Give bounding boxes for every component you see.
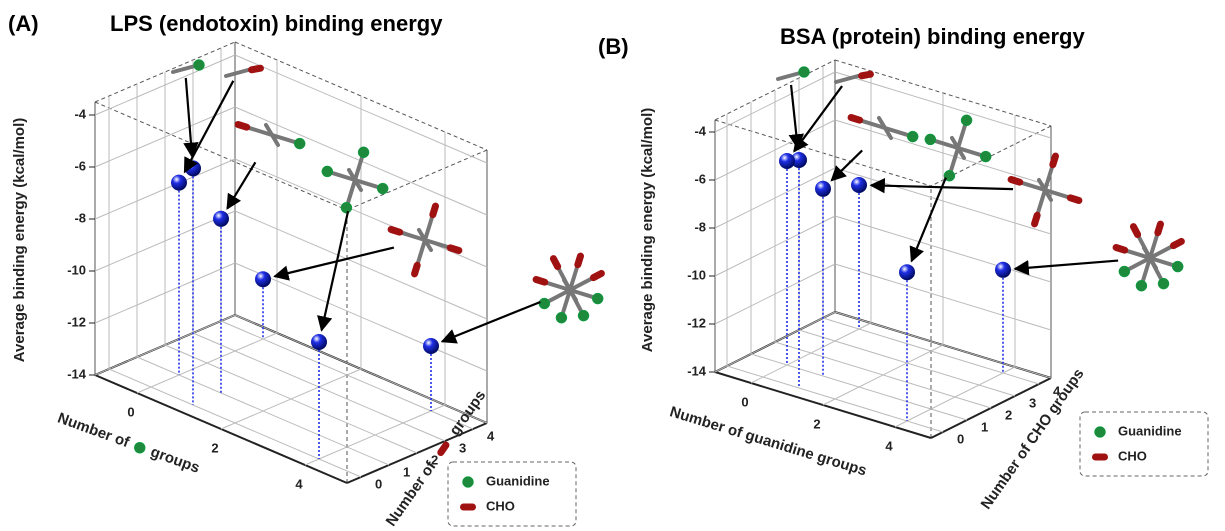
legend-label: Guanidine bbox=[486, 473, 550, 488]
molecule-icon bbox=[234, 121, 306, 150]
molecule-icon bbox=[834, 70, 874, 84]
molecule-icon bbox=[1112, 220, 1185, 292]
y-tick-label: 2 bbox=[1005, 407, 1012, 422]
x-label-text: Number of bbox=[55, 410, 132, 452]
arrow bbox=[869, 177, 1014, 194]
molecule-icon bbox=[171, 59, 205, 74]
legend-swatch bbox=[460, 503, 476, 511]
grid-line bbox=[822, 317, 1040, 385]
chart-title: LPS (endotoxin) binding energy bbox=[110, 11, 443, 36]
legend-label: Guanidine bbox=[1118, 423, 1182, 438]
box-edge bbox=[714, 59, 836, 121]
y-tick-label: 0 bbox=[957, 431, 964, 446]
z-axis-label: Average binding energy (kcal/mol) bbox=[11, 118, 28, 363]
data-point bbox=[815, 180, 831, 197]
y-tick-label: 4 bbox=[1053, 383, 1061, 398]
grid-line bbox=[726, 365, 944, 433]
y-tick-label: 4 bbox=[487, 428, 495, 443]
grid-line bbox=[798, 329, 1016, 397]
x-label-text: Number of guanidine groups bbox=[668, 403, 869, 479]
z-tick-label: -6 bbox=[694, 171, 706, 186]
data-point bbox=[255, 271, 271, 288]
arrow bbox=[317, 210, 350, 332]
arrow bbox=[909, 177, 947, 263]
data-point bbox=[851, 177, 867, 193]
grid-line bbox=[164, 344, 418, 454]
box-edge bbox=[94, 41, 236, 103]
arrow bbox=[226, 161, 257, 210]
x-tick-label: 2 bbox=[813, 416, 820, 431]
x-tick-label: 0 bbox=[741, 394, 748, 409]
x-tick-label: 2 bbox=[211, 440, 218, 455]
x-tick-label: 4 bbox=[295, 476, 303, 491]
data-point bbox=[311, 334, 327, 350]
box-edge bbox=[930, 125, 1052, 187]
z-tick-label: -4 bbox=[694, 123, 706, 138]
panel-label: (B) bbox=[598, 34, 629, 59]
y-tick-label: 3 bbox=[1029, 395, 1036, 410]
z-tick-label: -14 bbox=[687, 363, 707, 378]
legend-label: CHO bbox=[486, 498, 515, 513]
molecule-icon bbox=[924, 114, 992, 182]
x-tick-label: 4 bbox=[885, 438, 893, 453]
molecule-icon bbox=[776, 66, 810, 81]
x-label-text: groups bbox=[148, 443, 202, 476]
y-tick-label: 1 bbox=[403, 464, 410, 479]
z-tick-label: -12 bbox=[687, 315, 706, 330]
molecule-icon bbox=[224, 64, 264, 78]
x-label: Number of groups bbox=[55, 410, 202, 477]
z-axis-label: Average binding energy (kcal/mol) bbox=[639, 108, 656, 353]
arrow bbox=[273, 246, 395, 281]
arrow bbox=[788, 84, 804, 150]
z-tick-label: -8 bbox=[74, 210, 86, 225]
arrow bbox=[183, 80, 235, 174]
y-tick-label: 2 bbox=[431, 452, 438, 467]
molecule-icon bbox=[532, 252, 605, 324]
legend-swatch bbox=[1092, 453, 1108, 461]
grid-line bbox=[750, 353, 968, 421]
y-tick-label: 0 bbox=[375, 476, 382, 491]
box-edge bbox=[346, 149, 488, 211]
molecule-icon bbox=[847, 114, 919, 143]
arrow bbox=[440, 300, 541, 344]
data-point bbox=[423, 338, 439, 354]
legend-box bbox=[447, 461, 577, 527]
data-point bbox=[995, 261, 1011, 278]
z-tick-label: -10 bbox=[67, 262, 86, 277]
molecule-icon bbox=[387, 202, 463, 278]
molecule-icon bbox=[1007, 152, 1083, 228]
molecule-icon bbox=[321, 146, 389, 214]
panel-label: (A) bbox=[8, 11, 39, 36]
x-label: Number of guanidine groups bbox=[668, 403, 869, 479]
z-tick-label: -6 bbox=[74, 158, 86, 173]
z-tick-label: -10 bbox=[687, 267, 706, 282]
z-tick-label: -14 bbox=[67, 366, 87, 381]
arrow bbox=[183, 77, 199, 158]
data-point bbox=[791, 152, 807, 168]
data-point bbox=[779, 153, 795, 169]
z-tick-label: -4 bbox=[74, 106, 86, 121]
arrow bbox=[1013, 259, 1119, 276]
arrow bbox=[830, 149, 863, 182]
y-label-text: Number of bbox=[383, 458, 441, 530]
data-point bbox=[899, 264, 915, 281]
x-tick-label: 0 bbox=[127, 404, 134, 419]
legend-swatch bbox=[1094, 426, 1106, 438]
chart-title: BSA (protein) binding energy bbox=[780, 24, 1085, 49]
legend-box bbox=[1079, 411, 1209, 477]
legend-swatch bbox=[462, 476, 474, 488]
z-tick-label: -12 bbox=[67, 314, 86, 329]
arrow bbox=[793, 85, 843, 153]
z-tick-label: -8 bbox=[694, 219, 706, 234]
legend-label: CHO bbox=[1118, 448, 1147, 463]
data-point bbox=[171, 174, 187, 191]
grid-line bbox=[774, 341, 992, 409]
y-tick-label: 3 bbox=[459, 440, 466, 455]
y-tick-label: 1 bbox=[981, 419, 988, 434]
data-point bbox=[213, 210, 229, 227]
